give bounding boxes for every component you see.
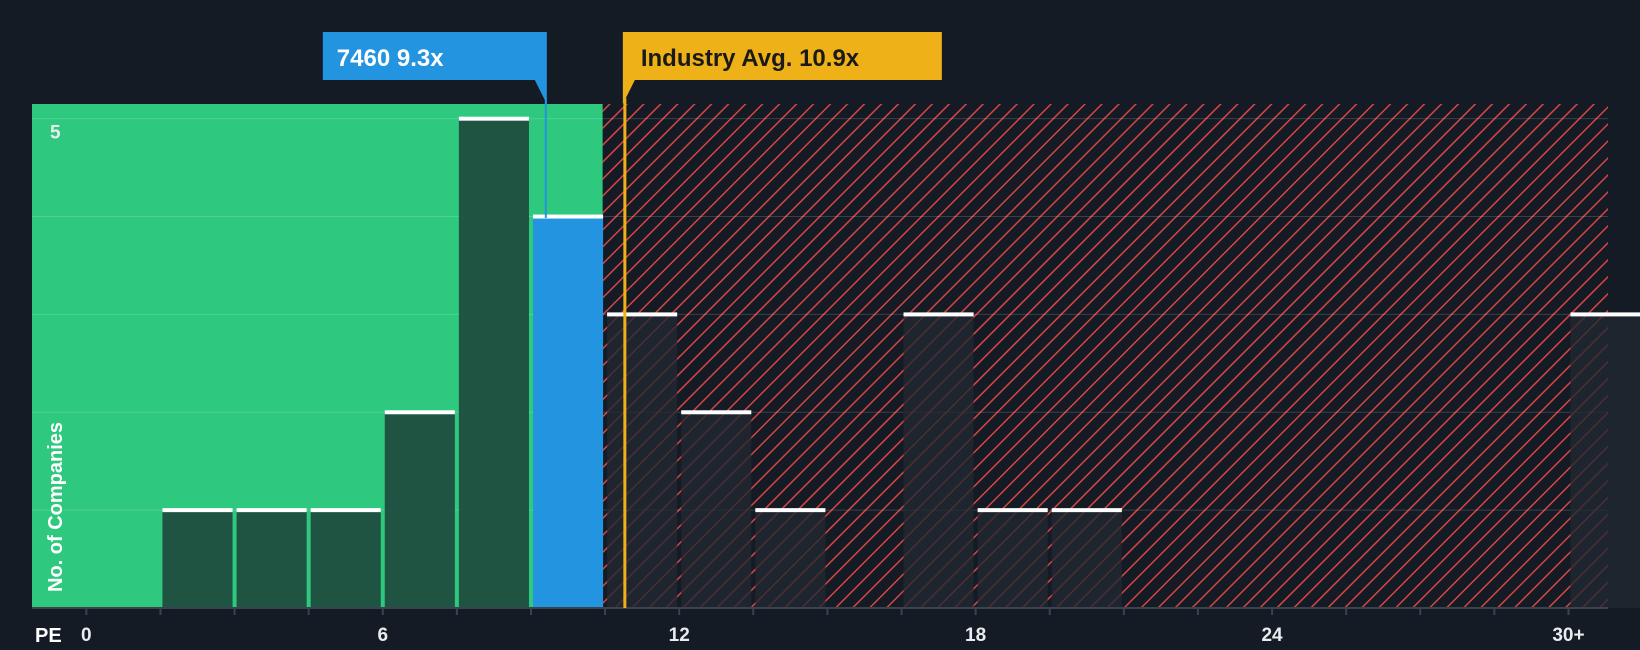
x-tick-label: 18: [965, 625, 986, 646]
company-label-box: [322, 32, 547, 104]
histogram-bar-cap: [755, 508, 826, 513]
histogram-bar-cap: [310, 508, 381, 513]
y-tick-label: 5: [50, 123, 61, 144]
histogram-bar-cap: [903, 312, 974, 317]
histogram-bar: [236, 510, 307, 608]
histogram-bar: [755, 510, 826, 608]
histogram-bar-cap: [162, 508, 233, 513]
histogram-bar-cap: [236, 508, 307, 513]
histogram-bar-cap: [1570, 312, 1640, 317]
x-axis-ticks: 0 6 12 18 24 30+: [81, 608, 1585, 646]
histogram-bar: [977, 510, 1048, 608]
industry-label-box: [622, 32, 942, 104]
histogram-bar-cap: [607, 312, 678, 317]
y-axis-ticks: 5: [50, 123, 61, 144]
x-axis-title: PE: [35, 625, 62, 647]
x-tick-label: 0: [81, 625, 92, 646]
histogram-bar: [310, 510, 381, 608]
histogram-bar: [458, 118, 529, 608]
industry-callout: Industry Avg. 10.9x: [622, 32, 942, 608]
histogram-bar: [1051, 510, 1122, 608]
histogram-bar: [681, 412, 752, 608]
histogram-bar: [384, 412, 455, 608]
x-tick-label: 6: [377, 625, 388, 646]
histogram-bars: [162, 116, 1640, 608]
company-label: 7460 9.3x: [337, 45, 444, 72]
industry-label: Industry Avg. 10.9x: [641, 45, 860, 72]
x-tick-label: 24: [1261, 625, 1283, 646]
histogram-bar: [1570, 314, 1640, 608]
x-tick-label: 12: [669, 625, 690, 646]
x-tick-label: 30+: [1552, 625, 1584, 646]
histogram-bar: [532, 216, 604, 608]
company-callout: 7460 9.3x: [322, 32, 547, 218]
histogram-bar-cap: [977, 508, 1048, 513]
y-axis-title: No. of Companies: [45, 422, 67, 592]
histogram-bar-cap: [681, 410, 752, 415]
histogram-bar-cap: [384, 410, 455, 415]
histogram-bar-cap: [532, 214, 604, 219]
histogram-bar-cap: [458, 116, 529, 121]
histogram-bar: [162, 510, 233, 608]
histogram-bar-cap: [1051, 508, 1122, 513]
histogram-bar: [607, 314, 678, 608]
histogram-bar: [903, 314, 974, 608]
